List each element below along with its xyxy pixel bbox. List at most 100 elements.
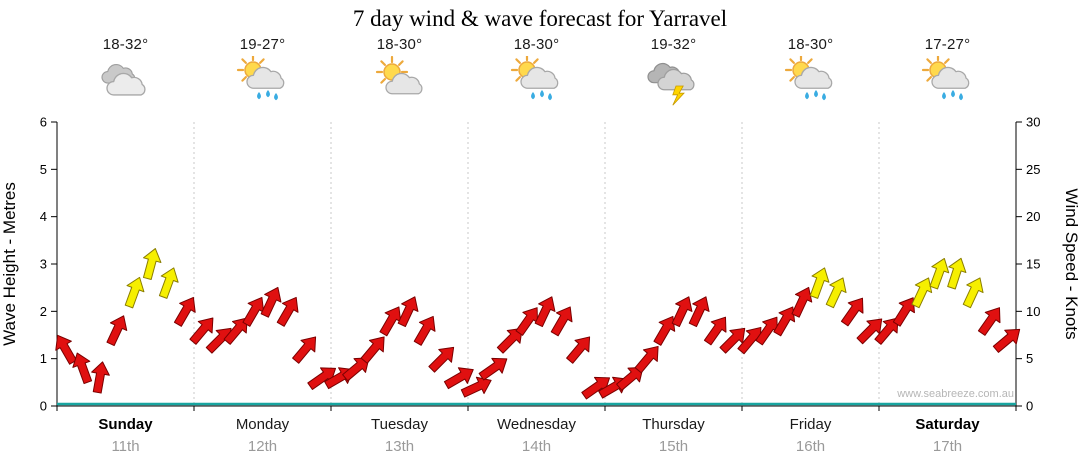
wind-arrow	[566, 336, 591, 364]
right-tick-label: 25	[1026, 162, 1040, 177]
right-tick-label: 5	[1026, 351, 1033, 366]
left-axis-label: Wave Height - Metres	[0, 182, 19, 346]
temperature-range: 18-32°	[102, 36, 149, 53]
day-header: 18-30°	[468, 36, 605, 108]
right-tick-label: 15	[1026, 257, 1040, 272]
sun-showers-icon	[468, 56, 605, 108]
left-tick-label: 4	[40, 209, 47, 224]
wind-arrow	[825, 277, 847, 309]
wind-arrow	[91, 361, 110, 394]
left-tick-label: 0	[40, 399, 47, 414]
day-label: Thursday 15th	[605, 416, 742, 455]
right-tick-label: 20	[1026, 209, 1040, 224]
right-tick-label: 30	[1026, 115, 1040, 130]
day-name: Sunday	[98, 416, 153, 433]
watermark: www.seabreeze.com.au	[897, 388, 1014, 400]
wind-arrow	[142, 248, 162, 281]
right-tick-label: 10	[1026, 304, 1040, 319]
day-header: 19-27°	[194, 36, 331, 108]
day-label: Friday 16th	[742, 416, 879, 455]
thunderstorm-icon	[605, 56, 742, 108]
day-date: 15th	[658, 438, 689, 455]
wind-arrow	[874, 317, 899, 345]
day-name: Friday	[789, 416, 832, 433]
wind-arrow	[189, 317, 214, 345]
cloudy-icon	[57, 56, 194, 108]
wind-arrow	[443, 367, 474, 390]
day-date: 12th	[247, 438, 278, 455]
wind-arrow	[534, 296, 556, 328]
wind-arrow	[55, 334, 78, 365]
wind-arrow	[158, 267, 179, 299]
wind-arrow	[929, 257, 950, 290]
day-name: Monday	[235, 416, 290, 433]
wind-arrow	[106, 315, 128, 347]
wind-arrow	[292, 336, 317, 364]
wind-arrow	[413, 315, 436, 346]
wind-arrow	[379, 306, 402, 337]
wind-arrow	[688, 296, 710, 328]
wind-arrow	[616, 366, 644, 391]
wind-arrow	[634, 345, 659, 374]
day-name: Thursday	[642, 416, 705, 433]
wind-arrow	[478, 357, 508, 381]
day-header: 18-32°	[57, 36, 194, 108]
wind-arrow	[962, 277, 984, 309]
wind-arrow	[977, 307, 1001, 336]
wind-arrow	[460, 376, 492, 398]
wind-arrow	[428, 346, 455, 373]
day-label: Sunday 11th	[57, 416, 194, 455]
day-name: Wednesday	[497, 416, 576, 433]
sun-showers-icon	[742, 56, 879, 108]
day-name: Tuesday	[371, 416, 428, 433]
day-header: 17-27°	[879, 36, 1016, 108]
wind-arrow	[260, 286, 282, 318]
sun-showers-icon	[194, 56, 331, 108]
day-date: 14th	[521, 438, 552, 455]
day-label: Tuesday 13th	[331, 416, 468, 455]
wind-arrow	[992, 328, 1021, 353]
wind-arrow	[550, 306, 573, 337]
day-header: 18-30°	[331, 36, 468, 108]
wind-arrow	[124, 276, 145, 309]
wind-arrow	[581, 376, 611, 400]
page-title: 7 day wind & wave forecast for Yarravel	[352, 6, 728, 31]
day-date: 11th	[111, 438, 140, 455]
day-label: Monday 12th	[194, 416, 331, 455]
wind-arrow	[703, 316, 727, 346]
left-tick-label: 2	[40, 304, 47, 319]
wind-arrow	[397, 296, 419, 328]
wind-arrow	[276, 296, 299, 327]
wind-arrow	[755, 316, 778, 346]
partly-cloudy-icon	[331, 56, 468, 108]
wind-arrow	[809, 267, 830, 299]
left-tick-label: 3	[40, 257, 47, 272]
wind-arrow	[671, 296, 693, 328]
temperature-range: 19-32°	[650, 36, 697, 53]
left-tick-label: 6	[40, 115, 47, 130]
wind-arrow	[840, 297, 864, 327]
wind-arrow	[242, 296, 265, 327]
wind-arrow	[947, 257, 967, 290]
temperature-range: 17-27°	[924, 36, 971, 53]
wind-arrow	[719, 327, 746, 354]
right-tick-label: 0	[1026, 399, 1033, 414]
day-date: 13th	[384, 438, 415, 455]
wind-arrow	[515, 307, 539, 336]
day-label: Wednesday 14th	[468, 416, 605, 455]
right-axis-label: Wind Speed - Knots	[1062, 188, 1080, 339]
day-date: 17th	[932, 438, 963, 455]
wind-arrow	[72, 352, 93, 385]
wind-arrow	[496, 327, 523, 354]
wind-arrow	[360, 336, 385, 364]
temperature-range: 18-30°	[787, 36, 834, 53]
wind-arrow	[342, 357, 370, 382]
day-header: 18-30°	[742, 36, 879, 108]
temperature-range: 18-30°	[376, 36, 423, 53]
wind-arrow	[223, 317, 248, 345]
day-date: 16th	[795, 438, 826, 455]
temperature-range: 19-27°	[239, 36, 286, 53]
temperature-range: 18-30°	[513, 36, 560, 53]
